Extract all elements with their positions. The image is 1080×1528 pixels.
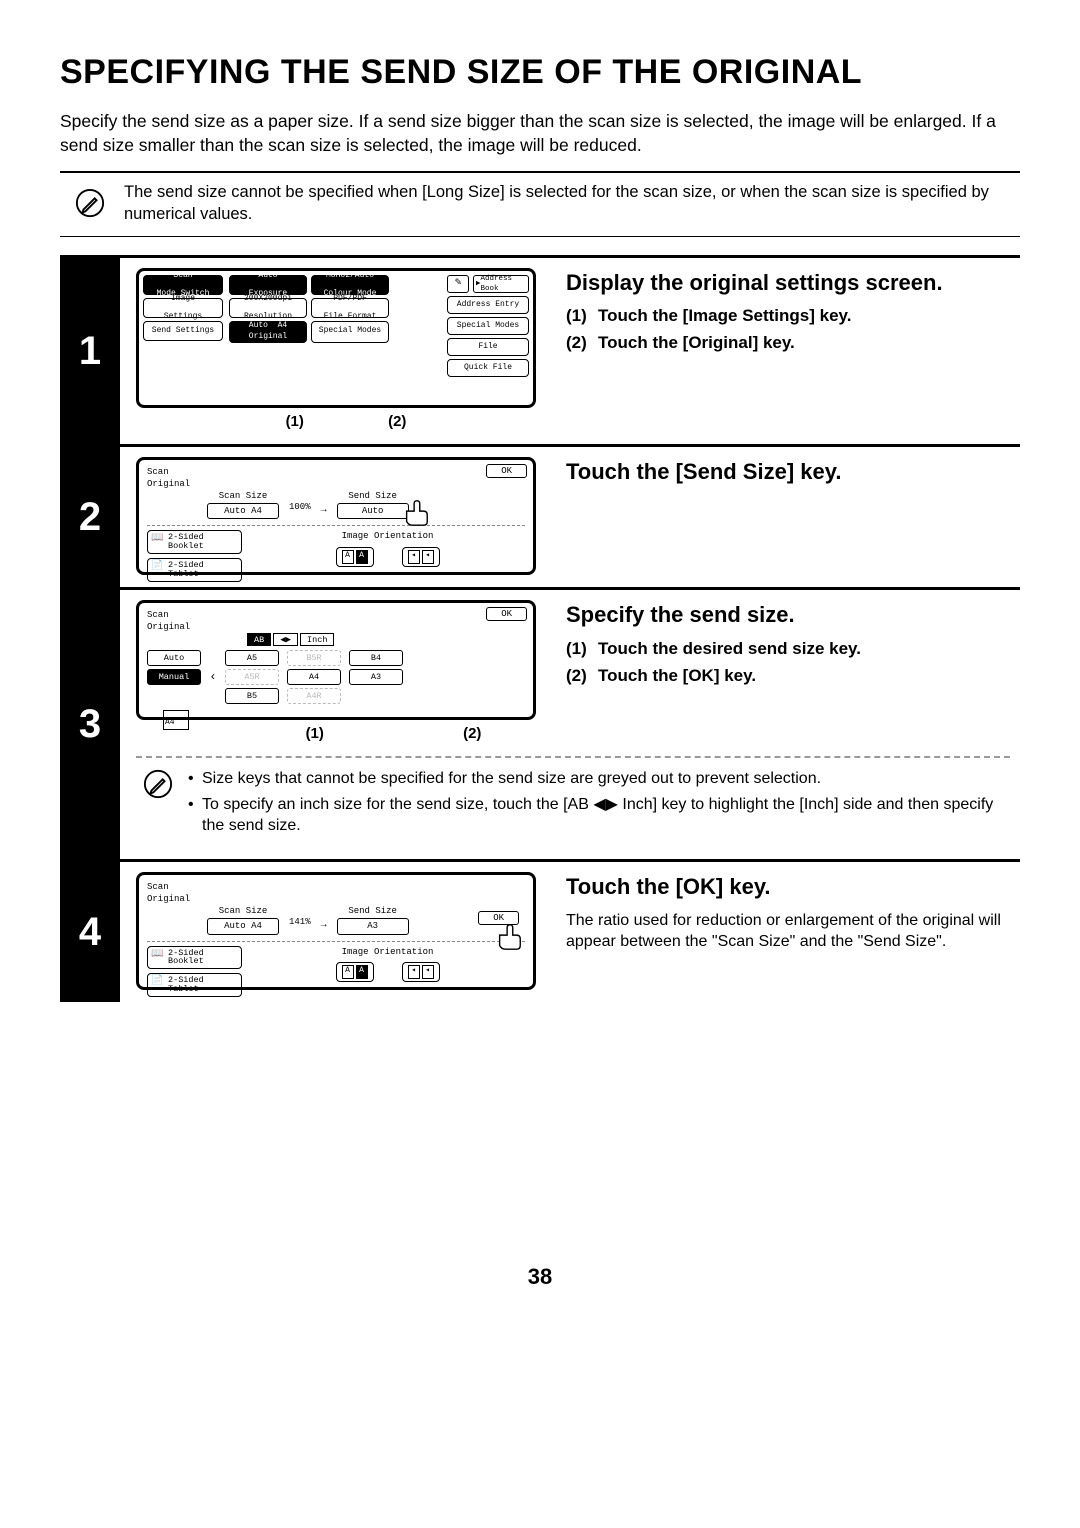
- pencil-note-icon: [142, 768, 174, 800]
- size-a3[interactable]: A3: [349, 669, 403, 685]
- step-3: 3 ScanOriginal OK AB ◀▶ Inch Auto Manual: [60, 587, 1020, 859]
- step3-note: •Size keys that cannot be specified for …: [136, 768, 1010, 847]
- orientation-portrait[interactable]: AA: [336, 547, 374, 567]
- intro-text: Specify the send size as a paper size. I…: [60, 110, 1020, 157]
- orientation-landscape[interactable]: ◂◂: [402, 547, 440, 567]
- pencil-note-icon: [74, 187, 106, 219]
- step-number: 2: [60, 447, 120, 587]
- exposure-button[interactable]: AutoExposure: [229, 275, 307, 295]
- file-button[interactable]: File: [447, 338, 529, 356]
- original-button[interactable]: Auto A4Original: [229, 321, 307, 343]
- size-a4r: A4R: [287, 688, 341, 704]
- ok-button[interactable]: OK: [478, 911, 519, 925]
- size-a4[interactable]: A4: [287, 669, 341, 685]
- step-number: 3: [60, 590, 120, 859]
- send-size-display[interactable]: Send Size A3: [337, 905, 409, 934]
- 2sided-booklet-button[interactable]: 📖2-SidedBooklet: [147, 946, 242, 970]
- step2-title: Touch the [Send Size] key.: [566, 457, 1010, 487]
- send-settings-button[interactable]: Send Settings: [143, 321, 223, 341]
- step-number: 1: [60, 258, 120, 444]
- ok-button[interactable]: OK: [486, 464, 527, 478]
- size-grid: A5 B5R B4 A5R A4 A3 B5 A4R: [225, 650, 403, 704]
- 2sided-tablet-button[interactable]: 📄2-SidedTablet: [147, 973, 242, 997]
- step3-title: Specify the send size.: [566, 600, 1010, 630]
- size-b5[interactable]: B5: [225, 688, 279, 704]
- size-b5r: B5R: [287, 650, 341, 666]
- tab-arrows: ◀▶: [273, 633, 298, 646]
- step-4: 4 ScanOriginal OK Scan Size Auto A4 141: [60, 859, 1020, 1002]
- tab-inch[interactable]: Inch: [300, 633, 334, 646]
- ok-button[interactable]: OK: [486, 607, 527, 621]
- dashed-separator: [136, 756, 1010, 758]
- scan-size-display: Scan Size Auto A4: [207, 905, 279, 934]
- panel-step3: ScanOriginal OK AB ◀▶ Inch Auto Manual ‹: [136, 600, 536, 720]
- orientation-portrait[interactable]: AA: [336, 962, 374, 982]
- special-modes-right-button[interactable]: Special Modes: [447, 317, 529, 335]
- send-size-button[interactable]: Send Size Auto: [337, 490, 409, 519]
- ab-inch-tabs[interactable]: AB ◀▶ Inch: [247, 633, 525, 646]
- step1-callouts: (1) (2): [136, 412, 536, 432]
- pointing-hand-icon: [401, 498, 431, 532]
- size-a5[interactable]: A5: [225, 650, 279, 666]
- size-a5r: A5R: [225, 669, 279, 685]
- step4-desc: The ratio used for reduction or enlargem…: [566, 910, 1010, 953]
- image-orientation: Image Orientation AA ◂◂: [250, 530, 525, 586]
- quick-file-button[interactable]: Quick File: [447, 359, 529, 377]
- panel-step1: ScanMode Switch ImageSettings Send Setti…: [136, 268, 536, 408]
- step-2: 2 ScanOriginal OK Scan Size Auto A4 100%…: [60, 444, 1020, 587]
- image-orientation: Image Orientation AA ◂◂: [250, 946, 525, 1002]
- image-settings-button[interactable]: ImageSettings: [143, 298, 223, 318]
- top-note-bar: The send size cannot be specified when […: [60, 171, 1020, 237]
- step1-substeps: (1)Touch the [Image Settings] key. (2)To…: [566, 305, 1010, 355]
- step3-callouts: (1) (2): [136, 724, 536, 744]
- special-modes-mid-button[interactable]: Special Modes: [311, 321, 389, 343]
- size-b4[interactable]: B4: [349, 650, 403, 666]
- step1-title: Display the original settings screen.: [566, 268, 1010, 298]
- step3-substeps: (1)Touch the desired send size key. (2)T…: [566, 638, 1010, 688]
- preview-icon[interactable]: ✎: [447, 275, 469, 293]
- ratio-display: 100%: [289, 501, 311, 513]
- auto-button[interactable]: Auto: [147, 650, 201, 666]
- address-book-button[interactable]: ▶Address Book: [473, 275, 529, 293]
- orientation-landscape[interactable]: ◂◂: [402, 962, 440, 982]
- scan-mode-switch-button[interactable]: ScanMode Switch: [143, 275, 223, 295]
- resolution-button[interactable]: 200X200dpiResolution: [229, 298, 307, 318]
- 2sided-booklet-button[interactable]: 📖2-SidedBooklet: [147, 530, 242, 554]
- arrow-icon: →: [321, 504, 327, 518]
- step-1: 1 ScanMode Switch ImageSettings Send Set…: [60, 255, 1020, 444]
- colour-mode-button[interactable]: Mono2/AutoColour Mode: [311, 275, 389, 295]
- 2sided-tablet-button[interactable]: 📄2-SidedTablet: [147, 558, 242, 582]
- pointing-hand-icon: [494, 922, 524, 957]
- page-number: 38: [60, 1262, 1020, 1292]
- file-format-button[interactable]: PDF/PDFFile Format: [311, 298, 389, 318]
- preview-thumbnail: A4: [163, 710, 189, 730]
- scroll-left-icon[interactable]: ‹: [207, 650, 219, 704]
- address-entry-button[interactable]: Address Entry: [447, 296, 529, 314]
- scan-size-display: Scan Size Auto A4: [207, 490, 279, 519]
- step-number: 4: [60, 862, 120, 1002]
- panel-step4: ScanOriginal OK Scan Size Auto A4 141% →: [136, 872, 536, 990]
- steps-container: 1 ScanMode Switch ImageSettings Send Set…: [60, 255, 1020, 1002]
- step4-title: Touch the [OK] key.: [566, 872, 1010, 902]
- tab-ab[interactable]: AB: [247, 633, 271, 646]
- page-title: SPECIFYING THE SEND SIZE OF THE ORIGINAL: [60, 50, 1020, 96]
- arrow-icon: →: [321, 919, 327, 933]
- top-note-text: The send size cannot be specified when […: [124, 181, 1016, 226]
- ratio-display: 141%: [289, 916, 311, 928]
- panel-step2: ScanOriginal OK Scan Size Auto A4 100% →…: [136, 457, 536, 575]
- manual-button[interactable]: Manual: [147, 669, 201, 685]
